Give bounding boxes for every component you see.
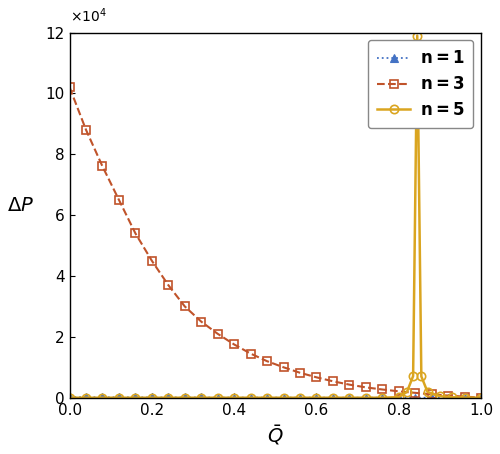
$\mathbf{n = 5}$ [231, 395, 237, 400]
$\mathbf{n = 5}$ [414, 33, 420, 38]
$\mathbf{n = 3}$ [445, 393, 451, 398]
$\mathbf{n = 5}$ [116, 395, 122, 400]
$\mathbf{n = 3}$ [396, 389, 402, 394]
$\mathbf{n = 3}$ [132, 231, 138, 236]
$\mathbf{n = 3}$ [330, 379, 336, 384]
$\mathbf{n = 3}$ [264, 359, 270, 364]
Y-axis label: $\Delta P$: $\Delta P$ [7, 196, 34, 215]
$\mathbf{n = 3}$ [166, 282, 172, 288]
Legend: $\mathbf{n = 1}$, $\mathbf{n = 3}$, $\mathbf{n = 5}$: $\mathbf{n = 1}$, $\mathbf{n = 3}$, $\ma… [368, 40, 474, 128]
$\mathbf{n = 5}$ [346, 395, 352, 400]
$\mathbf{n = 3}$ [182, 304, 188, 309]
$\mathbf{n = 3}$ [380, 387, 386, 392]
$\mathbf{n = 3}$ [346, 382, 352, 387]
$\mathbf{n = 3}$ [363, 385, 369, 390]
$\mathbf{n = 3}$ [314, 375, 320, 380]
$\mathbf{n = 1}$ [182, 395, 188, 400]
$\mathbf{n = 5}$ [182, 395, 188, 400]
Line: $\mathbf{n = 1}$: $\mathbf{n = 1}$ [66, 393, 485, 402]
$\mathbf{n = 3}$ [83, 127, 89, 133]
$\mathbf{n = 5}$ [410, 373, 416, 379]
$\mathbf{n = 1}$ [280, 395, 286, 400]
$\mathbf{n = 1}$ [248, 395, 254, 400]
$\mathbf{n = 5}$ [280, 395, 286, 400]
$\mathbf{n = 3}$ [428, 392, 434, 397]
$\mathbf{n = 1}$ [166, 395, 172, 400]
$\mathbf{n = 3}$ [280, 365, 286, 370]
$\mathbf{n = 5}$ [449, 395, 455, 400]
$\mathbf{n = 1}$ [231, 395, 237, 400]
$\mathbf{n = 1}$ [428, 395, 434, 400]
$\mathbf{n = 1}$ [396, 395, 402, 400]
$\mathbf{n = 1}$ [100, 395, 105, 400]
$\mathbf{n = 5}$ [214, 395, 220, 400]
$\mathbf{n = 5}$ [424, 389, 430, 395]
$\mathbf{n = 1}$ [264, 395, 270, 400]
$\mathbf{n = 5}$ [297, 395, 303, 400]
$\mathbf{n = 5}$ [437, 394, 443, 399]
$\mathbf{n = 1}$ [83, 395, 89, 400]
$\mathbf{n = 5}$ [330, 395, 336, 400]
$\mathbf{n = 1}$ [462, 395, 468, 400]
$\mathbf{n = 5}$ [314, 395, 320, 400]
$\mathbf{n = 5}$ [198, 395, 204, 400]
$\mathbf{n = 5}$ [100, 395, 105, 400]
$\mathbf{n = 1}$ [214, 395, 220, 400]
$\mathbf{n = 5}$ [264, 395, 270, 400]
X-axis label: $\bar{Q}$: $\bar{Q}$ [267, 423, 283, 447]
$\mathbf{n = 1}$ [445, 395, 451, 400]
$\mathbf{n = 1}$ [478, 395, 484, 400]
$\mathbf{n = 1}$ [297, 395, 303, 400]
$\mathbf{n = 3}$ [231, 342, 237, 347]
$\mathbf{n = 1}$ [346, 395, 352, 400]
$\mathbf{n = 3}$ [214, 331, 220, 336]
$\mathbf{n = 1}$ [66, 395, 72, 400]
$\mathbf{n = 3}$ [149, 258, 155, 263]
$\mathbf{n = 3}$ [462, 394, 468, 400]
$\mathbf{n = 5}$ [66, 395, 72, 400]
$\mathbf{n = 1}$ [149, 395, 155, 400]
$\mathbf{n = 3}$ [198, 319, 204, 324]
$\mathbf{n = 3}$ [116, 197, 122, 202]
$\mathbf{n = 5}$ [478, 395, 484, 400]
$\mathbf{n = 5}$ [363, 395, 369, 400]
$\mathbf{n = 1}$ [132, 395, 138, 400]
$\mathbf{n = 1}$ [330, 395, 336, 400]
$\mathbf{n = 5}$ [248, 395, 254, 400]
Text: $\times10^4$: $\times10^4$ [70, 7, 106, 25]
$\mathbf{n = 5}$ [149, 395, 155, 400]
$\mathbf{n = 5}$ [132, 395, 138, 400]
$\mathbf{n = 5}$ [380, 395, 386, 400]
$\mathbf{n = 3}$ [412, 390, 418, 395]
$\mathbf{n = 3}$ [297, 370, 303, 375]
$\mathbf{n = 5}$ [396, 395, 402, 400]
$\mathbf{n = 5}$ [418, 374, 424, 379]
Line: $\mathbf{n = 5}$: $\mathbf{n = 5}$ [66, 31, 485, 402]
$\mathbf{n = 5}$ [83, 395, 89, 400]
$\mathbf{n = 5}$ [166, 395, 172, 400]
$\mathbf{n = 1}$ [380, 395, 386, 400]
$\mathbf{n = 3}$ [66, 84, 72, 90]
$\mathbf{n = 1}$ [314, 395, 320, 400]
$\mathbf{n = 1}$ [198, 395, 204, 400]
$\mathbf{n = 1}$ [363, 395, 369, 400]
$\mathbf{n = 1}$ [412, 395, 418, 400]
$\mathbf{n = 5}$ [462, 395, 468, 400]
$\mathbf{n = 5}$ [404, 389, 410, 395]
$\mathbf{n = 3}$ [248, 351, 254, 356]
$\mathbf{n = 3}$ [478, 395, 484, 400]
$\mathbf{n = 1}$ [116, 395, 122, 400]
Line: $\mathbf{n = 3}$: $\mathbf{n = 3}$ [66, 83, 485, 402]
$\mathbf{n = 3}$ [100, 164, 105, 169]
